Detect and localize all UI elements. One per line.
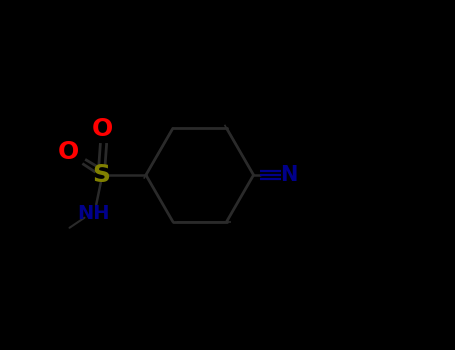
Text: O: O <box>92 117 113 141</box>
Text: S: S <box>92 163 110 187</box>
Text: NH: NH <box>77 204 110 223</box>
Text: N: N <box>280 165 298 185</box>
Text: O: O <box>58 140 79 164</box>
